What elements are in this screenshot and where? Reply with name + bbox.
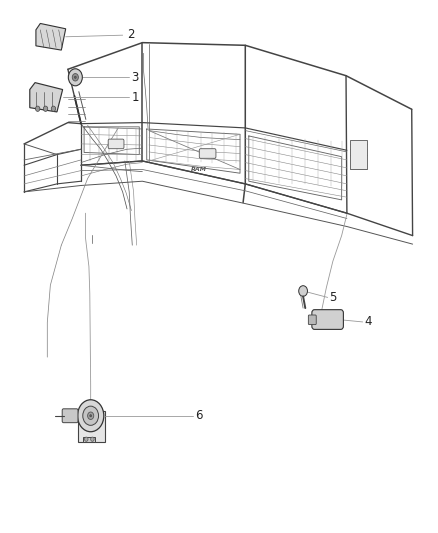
Text: 1: 1 [131, 91, 139, 103]
FancyBboxPatch shape [350, 140, 367, 169]
Circle shape [91, 437, 94, 441]
Circle shape [35, 106, 40, 111]
Text: RAM: RAM [191, 167, 207, 172]
Circle shape [43, 106, 48, 111]
FancyBboxPatch shape [199, 149, 216, 158]
Circle shape [68, 69, 82, 86]
Circle shape [299, 286, 307, 296]
Circle shape [72, 74, 78, 81]
Circle shape [51, 106, 56, 111]
FancyBboxPatch shape [308, 315, 316, 325]
Circle shape [78, 400, 104, 432]
FancyBboxPatch shape [108, 139, 124, 149]
FancyBboxPatch shape [312, 310, 343, 329]
FancyBboxPatch shape [83, 437, 95, 442]
Circle shape [90, 415, 92, 417]
Polygon shape [30, 83, 63, 112]
Text: 6: 6 [195, 409, 202, 422]
FancyBboxPatch shape [62, 409, 78, 423]
FancyBboxPatch shape [78, 411, 105, 442]
Polygon shape [36, 23, 66, 50]
Circle shape [85, 437, 88, 441]
Text: 2: 2 [127, 28, 134, 41]
Text: 4: 4 [364, 316, 372, 328]
Text: 5: 5 [329, 291, 337, 304]
Circle shape [88, 412, 94, 419]
Circle shape [74, 76, 76, 78]
Circle shape [83, 406, 99, 425]
Text: 3: 3 [131, 71, 139, 84]
